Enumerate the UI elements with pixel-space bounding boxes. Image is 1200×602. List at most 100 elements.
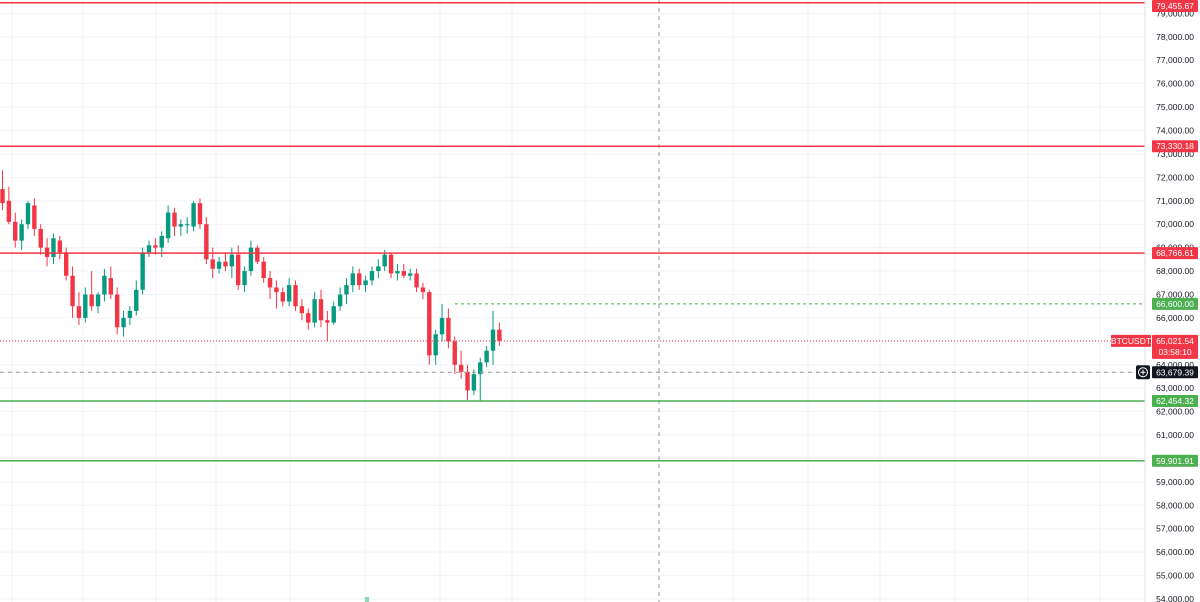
y-tick-label: 61,000.00 [1156,430,1194,440]
candle-body [427,292,432,356]
candle-body [369,271,375,281]
candle [255,245,260,265]
y-tick-label: 74,000.00 [1156,126,1194,136]
level-tag-label: 66,600.00 [1156,299,1194,309]
price-axis-tags: 79,455.67 73,330.18 68,766.61 66,600.00 62,4… [1111,0,1198,467]
candle [350,266,356,293]
candle-body [153,245,158,248]
candle [172,207,177,236]
candle-body [165,212,171,239]
candle-body [70,275,75,307]
candle-body [235,254,241,286]
y-tick-label: 77,000.00 [1156,55,1194,65]
candle-body [216,261,222,269]
candle [95,292,101,314]
candle-body [102,275,107,295]
candle-body [318,299,324,321]
candle [178,219,184,236]
candle-body [325,320,330,323]
candle-body [458,364,464,372]
candle [369,266,375,286]
candle [6,186,12,225]
candle [153,238,158,255]
level-tag [1152,454,1198,467]
candle [13,212,18,248]
level-tag-label: 73,330.18 [1156,141,1194,151]
candle [146,240,152,258]
add-alert-button[interactable] [1136,365,1150,380]
level-tag [1152,297,1198,310]
candle [490,310,496,365]
candle-body [0,189,5,204]
candle-body [146,245,152,253]
candle [76,292,82,325]
candle [471,369,477,396]
level-tag-label: 59,901.91 [1156,456,1194,466]
level-tag-label: 68,766.61 [1156,248,1194,258]
candle [51,233,56,265]
crosshair-price-label: 63,679.39 [1156,367,1194,377]
candle [0,170,5,211]
candle [414,268,419,293]
candle-body [89,294,94,307]
candle-body [178,224,184,227]
candle-body [44,247,50,258]
candle-body [401,271,407,276]
candle [19,219,24,250]
candle-body [433,334,438,356]
candle-body [407,273,413,276]
candle-body [83,294,88,318]
candle [306,308,311,330]
candle [267,271,273,300]
candle-body [363,280,368,286]
candle-body [337,294,343,307]
y-tick-label: 54,000.00 [1156,594,1194,602]
y-tick-label: 71,000.00 [1156,196,1194,206]
candle-body [57,240,63,253]
candle [25,200,31,229]
candle [312,292,317,328]
candle-body [286,285,292,302]
candle [484,346,489,368]
candle [439,303,445,342]
candle [407,268,413,281]
y-tick-label: 58,000.00 [1156,500,1194,510]
candle-body [64,252,69,276]
candle-body [439,317,445,335]
candle-body [185,224,190,226]
y-tick-label: 63,000.00 [1156,383,1194,393]
level-tag [1152,394,1198,407]
candle [108,266,113,300]
candle [134,280,139,316]
y-tick-label: 72,000.00 [1156,172,1194,182]
candle [235,245,241,290]
candle [38,224,43,255]
candle [357,268,362,290]
candle [478,357,483,402]
candle-body [299,306,305,314]
candle-body [210,259,215,269]
candle [331,301,336,325]
y-tick-label: 75,000.00 [1156,102,1194,112]
y-tick-label: 78,000.00 [1156,32,1194,42]
candle-body [274,287,279,293]
countdown-label: 03:58:10 [1158,347,1191,357]
candle-body [108,278,113,295]
level-tag [1152,0,1198,12]
candle-body [497,329,502,341]
candle-body [388,254,394,274]
horizontal-levels[interactable] [0,1,1145,462]
candle [191,200,196,232]
candle [261,257,266,283]
y-tick-label: 57,000.00 [1156,524,1194,534]
candle-body [420,287,426,293]
candle-body [127,310,133,318]
candle [83,287,88,323]
last-price-label: 65,021.54 [1156,336,1194,346]
y-tick-label: 64,000.00 [1156,360,1194,370]
candle [204,217,209,265]
y-tick-label: 67,000.00 [1156,289,1194,299]
candle-body [267,278,273,288]
candle-body [484,350,489,363]
